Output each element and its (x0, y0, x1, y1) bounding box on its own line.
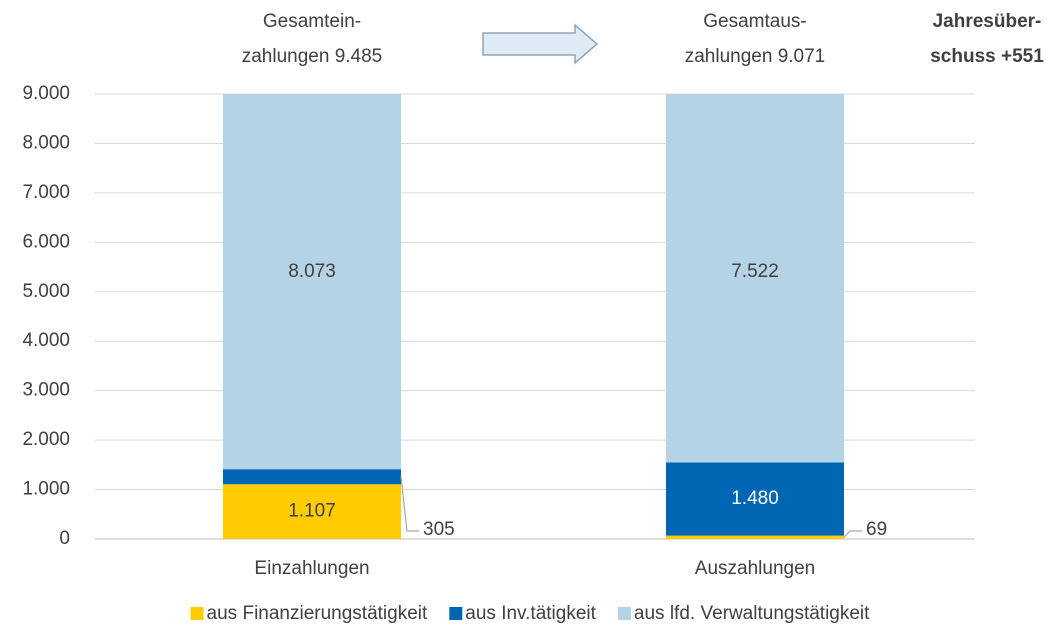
annotation: zahlungen 9.071 (685, 46, 826, 67)
annotation: Jahresüber- (933, 11, 1042, 32)
y-tick-label: 1.000 (22, 479, 70, 500)
annotation: zahlungen 9.485 (242, 46, 383, 67)
arrow (482, 23, 599, 65)
annotation: Gesamtein- (263, 11, 361, 32)
annotation: schuss +551 (930, 46, 1044, 67)
bar-segment (223, 484, 401, 539)
y-tick-label: 9.000 (22, 83, 70, 104)
legend-label: aus Inv.tätigkeit (465, 603, 596, 624)
y-tick-label: 3.000 (22, 380, 70, 401)
data-label: 1.480 (731, 488, 779, 509)
legend-label: aus Finanzierungstätigkeit (207, 603, 428, 624)
bar-segment (223, 94, 401, 470)
y-tick-label: 2.000 (22, 429, 70, 450)
y-tick-label: 8.000 (22, 132, 70, 153)
legend-marker (190, 607, 204, 620)
y-tick-label: 7.000 (22, 182, 70, 203)
x-tick-label: Einzahlungen (254, 558, 369, 579)
leader-line (400, 476, 419, 532)
data-label: 8.073 (288, 261, 336, 282)
y-tick-label: 6.000 (22, 231, 70, 252)
y-tick-label: 5.000 (22, 281, 70, 302)
legend-marker (617, 607, 631, 620)
bars (223, 94, 844, 539)
legend-marker (449, 607, 463, 620)
annotation: Gesamtaus- (703, 11, 806, 32)
bar-segment (666, 94, 844, 463)
leader-line (843, 530, 862, 538)
data-label: 69 (866, 519, 887, 540)
y-tick-label: 0 (59, 528, 70, 549)
bar-segment (666, 462, 844, 536)
bar-segment (666, 535, 844, 539)
data-label: 7.522 (731, 261, 779, 282)
bar-segment (223, 469, 401, 485)
data-label: 305 (423, 519, 455, 540)
x-tick-label: Auszahlungen (695, 558, 815, 579)
data-label: 1.107 (288, 501, 336, 522)
y-tick-label: 4.000 (22, 330, 70, 351)
legend-label: aus lfd. Verwaltungstätigkeit (634, 603, 870, 624)
